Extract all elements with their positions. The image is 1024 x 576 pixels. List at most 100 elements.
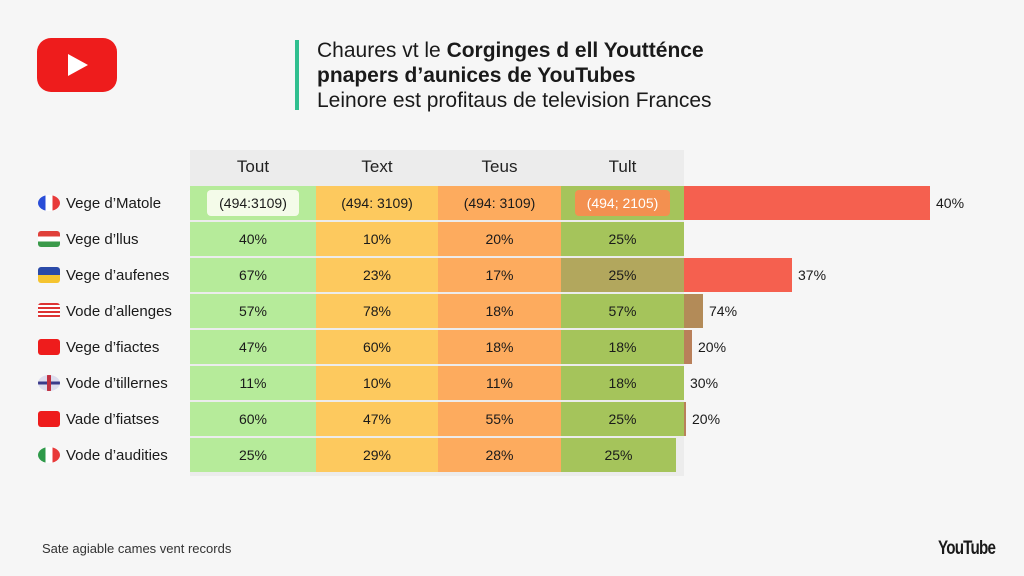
blue-yellow-flag-icon bbox=[38, 267, 60, 283]
table-cell: 28% bbox=[438, 438, 561, 472]
accent-bar bbox=[295, 40, 299, 110]
cell-value: 57% bbox=[608, 303, 637, 319]
cell-value: 18% bbox=[608, 339, 637, 355]
table-cell: 11% bbox=[438, 366, 561, 400]
cross-flag-icon bbox=[38, 375, 60, 391]
page-title: Chaures vt le Corginges d ell Youtténce … bbox=[317, 38, 712, 113]
cell-value: 67% bbox=[238, 267, 268, 283]
table-cell: 25% bbox=[561, 222, 684, 256]
table-cell: 25% bbox=[561, 402, 684, 436]
table-cell: (494:3109) bbox=[190, 186, 316, 220]
cell-value: (494; 2105) bbox=[574, 190, 671, 216]
table-cell: 25% bbox=[561, 258, 684, 292]
row-label-text: Vade d’fiatses bbox=[66, 410, 160, 428]
column-header-text[interactable]: Text bbox=[361, 157, 393, 176]
cell-value: 11% bbox=[239, 375, 267, 391]
table-cell: 18% bbox=[561, 330, 684, 364]
cell-value: 40% bbox=[238, 231, 268, 247]
bar-value-label: 37% bbox=[798, 267, 827, 283]
bar-value-label: 30% bbox=[690, 375, 719, 391]
table-cell: 47% bbox=[190, 330, 316, 364]
cell-value: 17% bbox=[485, 267, 514, 283]
table-cell: 17% bbox=[438, 258, 561, 292]
overflow-bar bbox=[684, 258, 792, 292]
youtube-logo-icon bbox=[37, 38, 117, 92]
title-line1: Chaures vt le bbox=[317, 39, 447, 62]
row-label: Vode d’audities bbox=[38, 438, 168, 472]
cell-value: 18% bbox=[485, 339, 514, 355]
table-cell: 40% bbox=[190, 222, 316, 256]
table-cell: 10% bbox=[316, 366, 438, 400]
bar-value-label: 20% bbox=[692, 411, 721, 427]
row-label: Vode d’allenges bbox=[38, 294, 172, 328]
overflow-bar bbox=[684, 330, 692, 364]
row-label: Vege d’aufenes bbox=[38, 258, 169, 292]
row-label-text: Vege d’llus bbox=[66, 230, 139, 248]
table-cell: 55% bbox=[438, 402, 561, 436]
row-label-text: Vege d’Matole bbox=[66, 194, 162, 212]
row-label: Vege d’llus bbox=[38, 222, 139, 256]
table-cell: 10% bbox=[316, 222, 438, 256]
table-cell: 60% bbox=[190, 402, 316, 436]
cell-value: 47% bbox=[362, 411, 392, 427]
cell-value: 10% bbox=[362, 375, 392, 391]
table-cell: 57% bbox=[190, 294, 316, 328]
cell-value: (494: 3109) bbox=[463, 195, 536, 211]
table-cell: 20% bbox=[438, 222, 561, 256]
hungary-flag-icon bbox=[38, 231, 60, 247]
cell-value: 25% bbox=[238, 447, 268, 463]
table-cell: (494: 3109) bbox=[316, 186, 438, 220]
cell-value: (494:3109) bbox=[207, 190, 299, 216]
youtube-icon bbox=[38, 339, 60, 355]
table-cell: 23% bbox=[316, 258, 438, 292]
row-label: Vode d’tillernes bbox=[38, 366, 168, 400]
overflow-bar bbox=[684, 402, 686, 436]
table-cell: 11% bbox=[190, 366, 316, 400]
youtube-watermark: YouTube bbox=[938, 538, 996, 559]
bar-value-label: 74% bbox=[709, 303, 738, 319]
cell-value: 25% bbox=[608, 267, 637, 283]
cell-value: 11% bbox=[486, 375, 513, 391]
row-label-text: Vode d’tillernes bbox=[66, 374, 168, 392]
row-label-text: Vege d’aufenes bbox=[66, 266, 170, 284]
overflow-bar bbox=[684, 186, 930, 220]
table-cell: (494: 3109) bbox=[438, 186, 561, 220]
title-line1-bold: Corginges d ell Youtténce bbox=[446, 39, 704, 62]
malaysia-flag-icon bbox=[38, 303, 60, 319]
row-label: Vege d’Matole bbox=[38, 186, 161, 220]
cell-value: 78% bbox=[362, 303, 392, 319]
cell-value: 47% bbox=[238, 339, 268, 355]
row-label: Vade d’fiatses bbox=[38, 402, 159, 436]
table-cell: 60% bbox=[316, 330, 438, 364]
row-label-text: Vode d’allenges bbox=[66, 302, 172, 320]
cell-value: 23% bbox=[362, 267, 392, 283]
cell-value: 18% bbox=[608, 375, 637, 391]
cell-value: 60% bbox=[362, 339, 392, 355]
cell-value: 55% bbox=[485, 411, 514, 427]
italy-flag-icon bbox=[38, 447, 60, 463]
table-cell: 47% bbox=[316, 402, 438, 436]
table-cell: 78% bbox=[316, 294, 438, 328]
cell-value: (494: 3109) bbox=[341, 195, 413, 211]
cell-value: 20% bbox=[485, 231, 514, 247]
table-cell: 18% bbox=[438, 330, 561, 364]
cell-value: 10% bbox=[362, 231, 392, 247]
column-header-tult[interactable]: Tult bbox=[608, 157, 637, 176]
column-header-teus[interactable]: Teus bbox=[481, 157, 518, 176]
youtube-icon bbox=[38, 411, 60, 427]
column-header-tout[interactable]: Tout bbox=[236, 157, 270, 176]
bar-value-label: 20% bbox=[698, 339, 727, 355]
cell-value: 25% bbox=[608, 411, 637, 427]
footer-note: Sate agiable cames vent records bbox=[42, 541, 232, 556]
table-cell: (494; 2105) bbox=[561, 186, 684, 220]
cell-value: 60% bbox=[238, 411, 268, 427]
cell-value: 57% bbox=[238, 303, 268, 319]
cell-value: 28% bbox=[485, 447, 514, 463]
table-cell: 25% bbox=[561, 438, 676, 472]
row-label-text: Vege d’fiactes bbox=[66, 338, 160, 356]
france-flag-icon bbox=[38, 195, 60, 211]
cell-value: 18% bbox=[485, 303, 514, 319]
cell-value: 25% bbox=[608, 231, 637, 247]
table-cell: 67% bbox=[190, 258, 316, 292]
row-label-text: Vode d’audities bbox=[66, 446, 168, 464]
